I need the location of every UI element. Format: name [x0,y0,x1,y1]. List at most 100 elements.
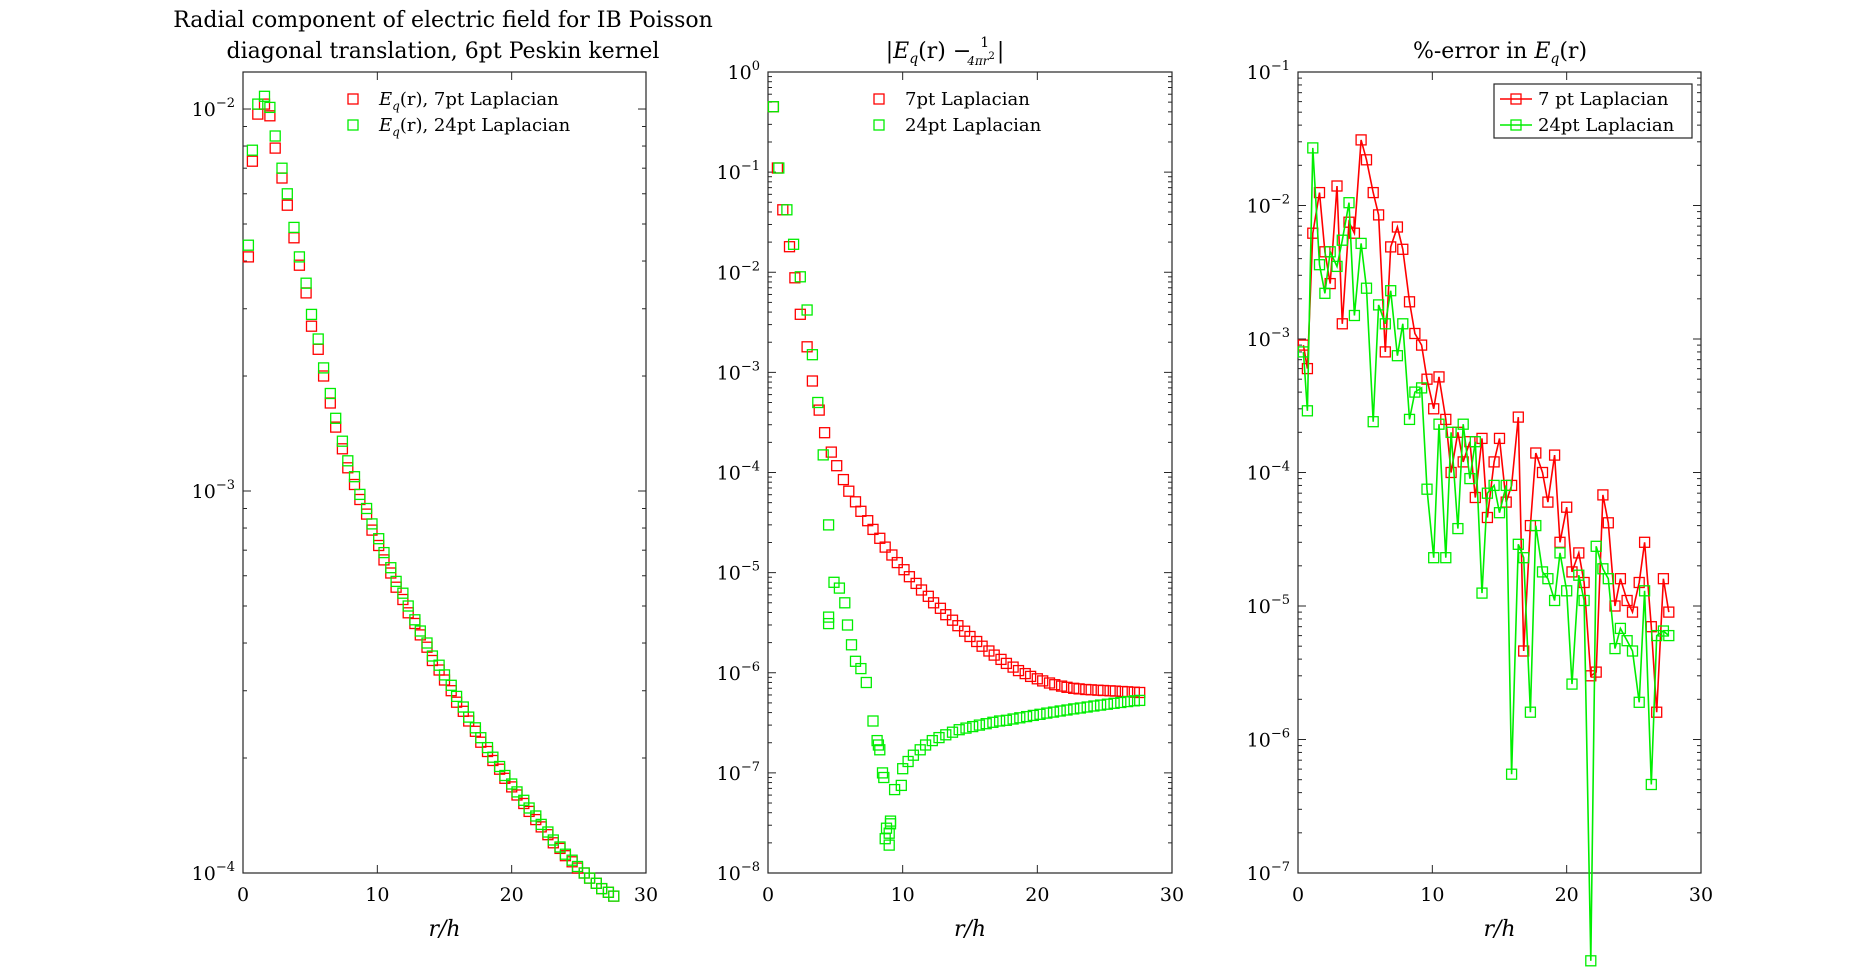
data-point [888,783,901,796]
data-point [1440,552,1452,564]
series-line [1302,139,1670,713]
data-point [445,679,457,691]
data-point [1014,712,1026,724]
data-point [1561,501,1573,513]
data-point [390,575,402,588]
data-point [988,649,1000,661]
data-point [317,370,330,382]
data-point [1633,696,1645,708]
data-point [891,556,903,569]
y-tick-label: 100 [728,59,760,84]
data-point [806,349,819,361]
data-point [773,162,785,174]
data-point [1409,386,1421,398]
data-point [1488,456,1500,468]
data-point [1638,585,1651,597]
data-point [1088,700,1100,712]
data-point [1512,411,1524,423]
data-point [1566,566,1578,578]
data-point [330,421,342,433]
x-tick-label: 0 [1292,884,1304,906]
x-tick-label: 0 [762,884,774,906]
legend-label: 24pt Laplacian [905,115,1042,136]
data-point [409,614,421,626]
data-point [1452,522,1464,535]
data-point [1626,645,1639,657]
data-point [1530,447,1542,459]
data-point [1403,296,1416,308]
y-tick-label: 10−4 [717,460,760,485]
data-point [426,650,439,662]
axes-frame [242,71,647,874]
data-point [953,724,965,736]
legend-label: 7pt Laplacian [905,89,1030,110]
data-point [883,839,895,851]
data-point [801,304,813,316]
data-point [946,726,959,738]
y-tick-label: 10−3 [1247,326,1290,351]
data-point [1481,487,1494,499]
data-point [1548,449,1561,461]
data-point [1590,540,1602,552]
data-point [596,882,608,895]
series-1 [767,101,1146,699]
data-point [535,818,547,831]
y-tick-label: 10−4 [1247,460,1290,485]
data-point [1566,678,1578,690]
data-point [305,308,318,321]
data-point [1573,547,1585,559]
data-point [317,362,330,374]
data-point [837,473,850,486]
data-point [867,523,879,536]
y-tick-label: 10−3 [192,478,235,503]
data-point [783,241,796,253]
data-point [1379,318,1391,330]
data-point [1000,657,1013,670]
data-point [475,732,487,744]
data-point [373,533,385,545]
data-point [1645,778,1657,791]
data-point [330,412,342,424]
data-point [1554,547,1566,559]
data-point [342,455,354,467]
data-point [1108,697,1120,709]
plot-title: %-error in Eq(r) [1413,39,1587,67]
data-point [1068,703,1080,715]
data-point [1530,519,1542,532]
data-point [817,449,829,461]
x-tick-label: 10 [365,884,389,906]
data-point [1297,346,1310,358]
data-point [878,771,890,784]
data-point [1428,403,1440,415]
data-point [993,715,1006,727]
data-point [559,848,572,860]
data-point [469,722,482,734]
data-point [252,108,264,120]
data-point [1621,594,1633,607]
data-point [1020,710,1033,723]
data-point [1391,221,1404,233]
data-point [1313,259,1326,271]
data-point [822,617,835,630]
data-point [1054,705,1066,717]
data-point [1542,573,1554,585]
data-point [839,597,851,609]
data-point [1367,416,1379,428]
data-point [1626,606,1639,618]
y-tick-label: 10−7 [1247,860,1290,885]
data-point [1609,642,1621,655]
data-point [884,815,897,827]
data-point [348,471,361,483]
data-point [1657,573,1670,585]
data-point [806,375,819,387]
data-point [397,587,409,599]
legend: 7 pt Laplacian 24pt Laplacian [1493,83,1693,139]
data-point [450,690,463,703]
data-point [300,287,312,299]
data-point [1469,436,1481,448]
data-point [787,238,800,250]
data-point [269,142,281,154]
data-point [1385,241,1397,253]
data-point [360,502,373,515]
